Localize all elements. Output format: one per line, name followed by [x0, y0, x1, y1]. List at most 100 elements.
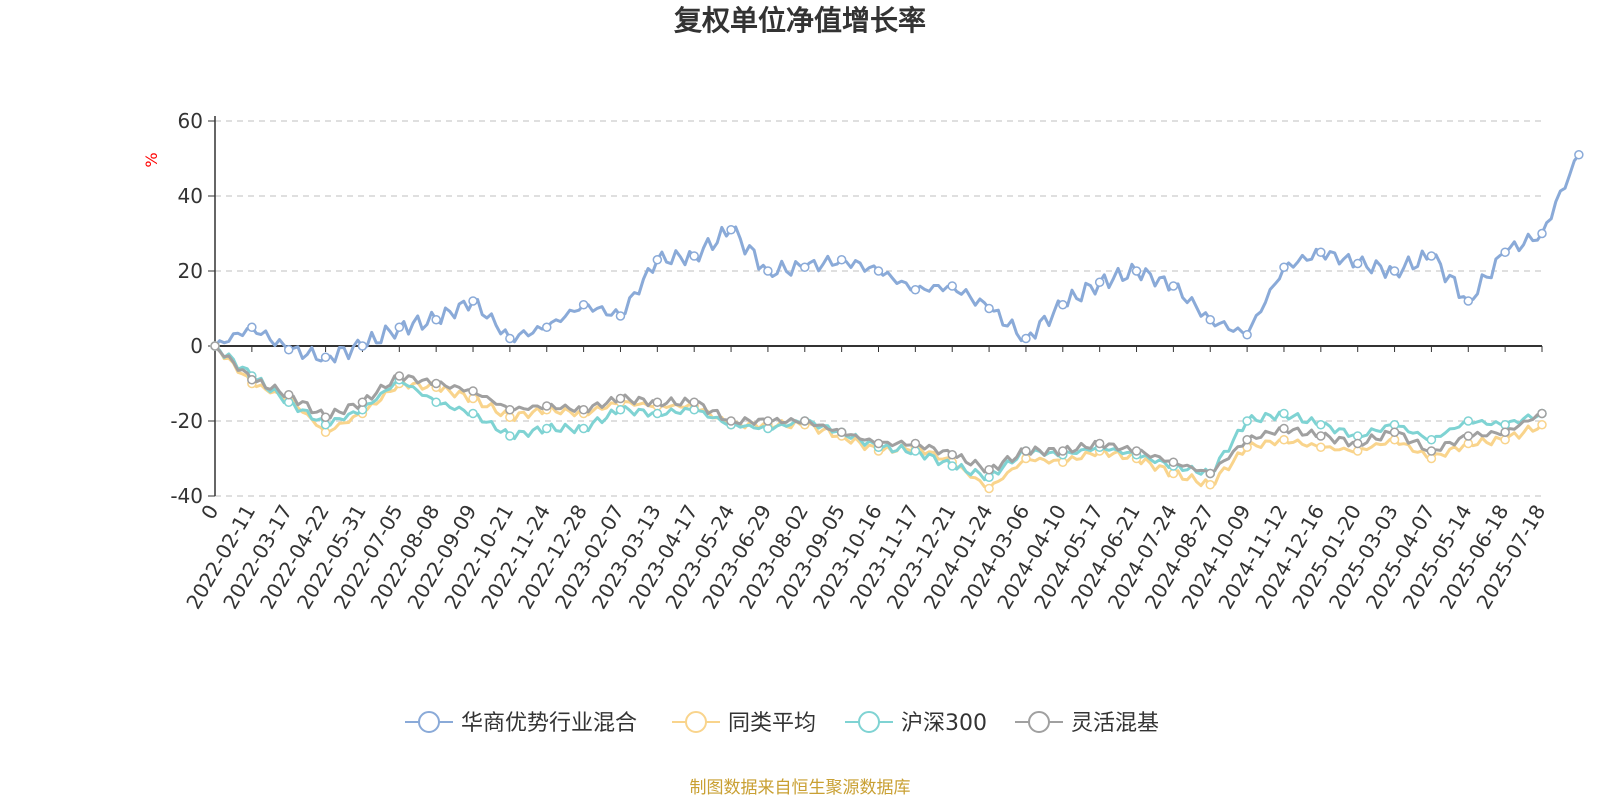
data-point: [357, 341, 368, 351]
data-point: [1389, 266, 1400, 276]
data-point: [947, 450, 957, 460]
y-tick-label: 0: [190, 334, 203, 358]
legend[interactable]: 华商优势行业混合 同类平均 沪深300 灵活混基: [405, 711, 1159, 736]
data-point: [468, 386, 478, 396]
data-point: [505, 333, 515, 344]
data-point: [247, 375, 257, 385]
data-point: [800, 416, 810, 426]
data-point: [910, 438, 921, 449]
data-point: [689, 251, 699, 261]
data-point: [1279, 423, 1289, 434]
data-point: [1574, 150, 1584, 160]
data-point: [836, 255, 847, 265]
legend-item[interactable]: 同类平均: [672, 711, 816, 736]
data-point: [615, 393, 626, 404]
data-point: [1168, 457, 1179, 467]
legend-marker-icon: [1028, 711, 1050, 733]
legend-label: 同类平均: [728, 711, 816, 736]
y-tick-label: -20: [170, 409, 203, 433]
data-point: [1537, 408, 1547, 419]
data-point: [1537, 420, 1547, 430]
y-tick-label: 40: [178, 184, 203, 208]
data-point: [578, 405, 589, 415]
data-point: [763, 266, 773, 276]
x-tick-label: 0: [196, 501, 223, 524]
data-point: [1205, 468, 1215, 479]
data-point: [726, 225, 736, 235]
data-point: [505, 405, 515, 415]
data-point: [542, 322, 552, 332]
data-point: [1094, 277, 1105, 287]
data-point: [1094, 438, 1105, 449]
data-point: [431, 315, 441, 325]
series-line: [213, 344, 1544, 490]
data-point: [1500, 247, 1510, 257]
data-point: [652, 397, 663, 407]
axes: 6040200-20-4002022-02-112022-03-172022-0…: [170, 109, 1550, 613]
data-point: [1389, 427, 1400, 437]
data-point: [615, 405, 626, 415]
data-point: [873, 266, 884, 276]
data-point: [320, 352, 331, 362]
data-point: [1463, 416, 1474, 426]
legend-marker-icon: [858, 711, 880, 733]
data-point: [910, 285, 921, 295]
data-point: [1021, 446, 1031, 456]
data-point: [1352, 258, 1363, 269]
data-point: [283, 345, 294, 355]
data-point: [505, 431, 515, 441]
data-point: [283, 390, 294, 400]
y-tick-label: -40: [170, 484, 203, 508]
data-point: [726, 416, 736, 426]
data-point: [431, 397, 441, 407]
series-line: [213, 153, 1581, 364]
data-point: [652, 255, 663, 265]
data-point: [1316, 442, 1326, 452]
data-point: [1131, 266, 1142, 276]
data-point: [1168, 281, 1179, 291]
data-point: [1279, 435, 1289, 445]
legend-marker-icon: [418, 711, 440, 733]
data-point: [357, 397, 368, 407]
data-point: [1058, 300, 1068, 310]
data-point: [615, 311, 626, 321]
legend-item[interactable]: 华商优势行业混合: [405, 711, 637, 736]
data-point: [1463, 296, 1474, 306]
legend-label: 华商优势行业混合: [461, 711, 637, 736]
data-point: [800, 262, 810, 272]
data-point: [542, 401, 552, 411]
data-point: [1242, 330, 1252, 340]
data-point: [1426, 251, 1437, 261]
data-point: [836, 427, 847, 437]
data-point: [1242, 435, 1252, 445]
legend-item[interactable]: 沪深300: [845, 711, 987, 736]
data-point: [1131, 446, 1142, 456]
data-point: [1205, 315, 1215, 325]
data-point: [468, 296, 478, 306]
legend-marker-icon: [685, 711, 707, 733]
data-point: [1242, 416, 1252, 426]
data-point: [468, 408, 478, 419]
data-point: [542, 423, 552, 434]
data-point: [1279, 408, 1289, 419]
y-axis-unit: %: [142, 152, 161, 167]
data-point: [1463, 431, 1474, 441]
data-point: [247, 322, 257, 332]
data-point: [431, 378, 441, 389]
data-source-note: 制图数据来自恒生聚源数据库: [690, 778, 911, 798]
series-line: [213, 344, 1543, 482]
data-point: [689, 397, 699, 407]
series-lines: [210, 150, 1584, 494]
chart-title: 复权单位净值增长率: [674, 4, 926, 37]
legend-label: 沪深300: [901, 711, 987, 736]
data-point: [320, 412, 331, 422]
data-point: [1058, 446, 1068, 456]
legend-item[interactable]: 灵活混基: [1015, 711, 1159, 736]
data-point: [984, 483, 994, 494]
legend-label: 灵活混基: [1071, 711, 1159, 736]
data-point: [1316, 247, 1326, 257]
data-point: [984, 303, 994, 314]
data-point: [947, 281, 957, 291]
data-point: [1537, 228, 1547, 239]
